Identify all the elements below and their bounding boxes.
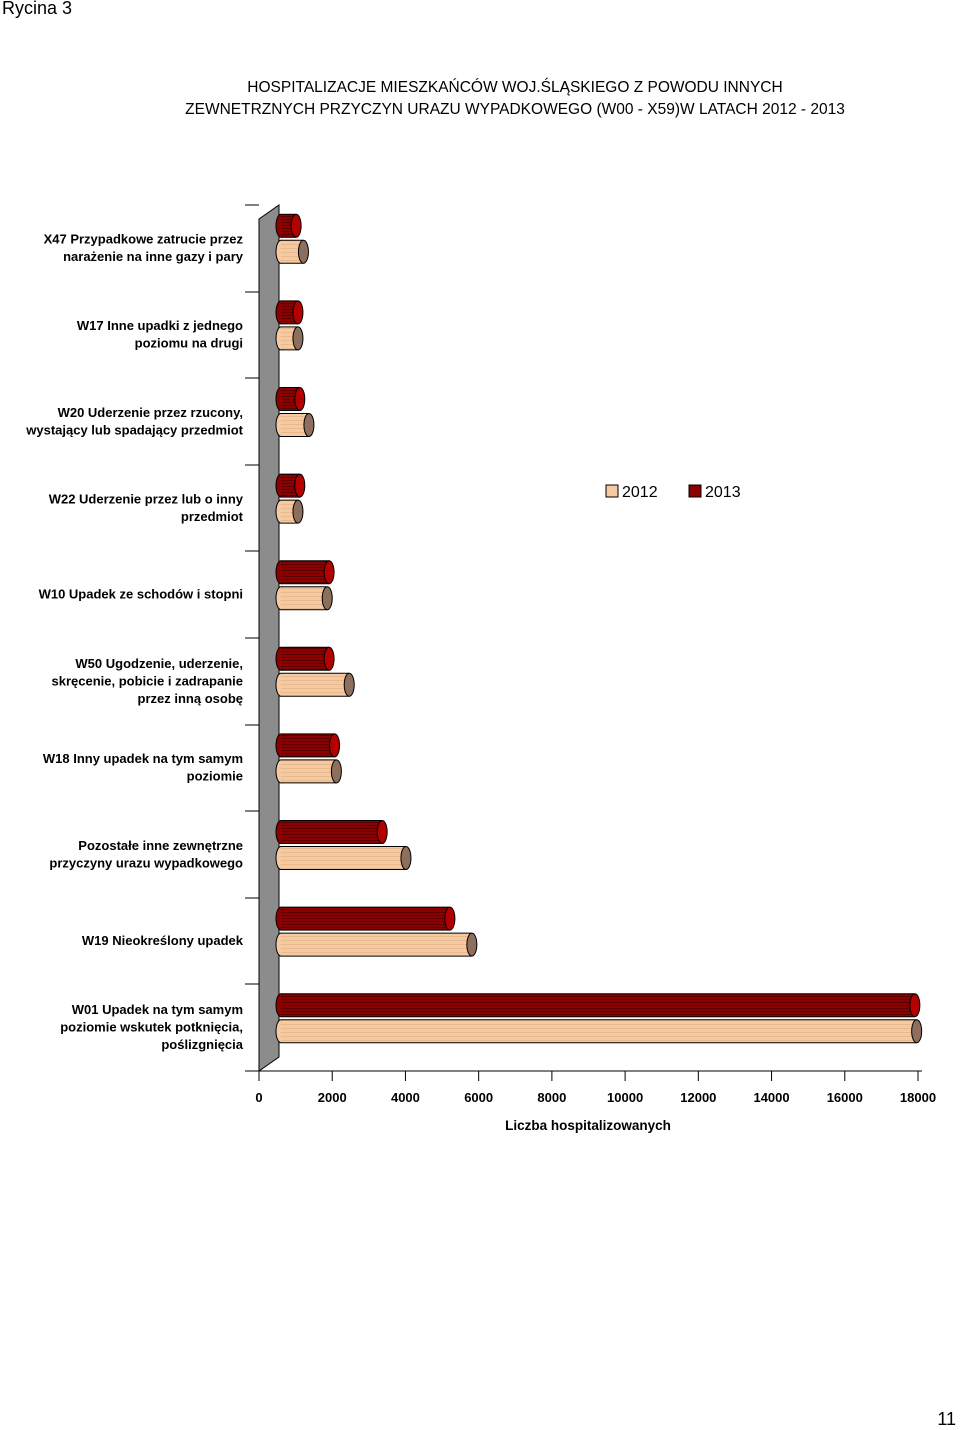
x-tick-label: 10000 <box>607 1090 643 1105</box>
x-axis-title: Liczba hospitalizowanych <box>505 1118 671 1133</box>
bar-2013 <box>275 646 335 671</box>
bar-2013 <box>275 733 341 758</box>
bar-2013 <box>275 387 306 411</box>
bar-2013 <box>275 473 306 498</box>
bar-2013 <box>275 213 302 238</box>
x-tick-label: 18000 <box>900 1090 936 1105</box>
bar-2013 <box>275 820 388 844</box>
bar-2012 <box>275 932 478 957</box>
category-label: W50 Ugodzenie, uderzenie, skręcenie, pobi… <box>52 656 243 706</box>
x-tick-label: 2000 <box>318 1090 347 1105</box>
bar-2013 <box>275 560 335 585</box>
legend-swatch-2012 <box>605 484 619 498</box>
x-tick-label: 8000 <box>537 1090 566 1105</box>
chart-title-line-2: ZEWNETRZNYCH PRZYCZYN URAZU WYPADKOWEGO … <box>185 101 845 118</box>
bar-2012 <box>275 326 304 351</box>
category-label: W10 Upadek ze schodów i stopni <box>39 587 243 602</box>
bar-2013 <box>275 906 456 931</box>
bar-2012 <box>275 413 315 437</box>
bar-2013 <box>275 993 921 1018</box>
x-tick-label: 14000 <box>753 1090 789 1105</box>
bar-2013 <box>275 300 304 325</box>
category-label: W01 Upadek na tym samym poziomie wskutek … <box>60 1002 244 1052</box>
legend-label-2013: 2013 <box>705 484 741 501</box>
x-tick-label: 12000 <box>680 1090 716 1105</box>
page-number: 11 <box>937 1409 956 1429</box>
legend: 2012 2013 <box>605 484 741 501</box>
chart-side-wall <box>258 204 280 1072</box>
chart-title-line-1: HOSPITALIZACJE MIESZKAŃCÓW WOJ.ŚLĄSKIEGO… <box>247 79 783 96</box>
bar-2012 <box>275 239 309 264</box>
legend-swatch-2013 <box>688 484 702 498</box>
category-label: W20 Uderzenie przez rzucony, wystający lu… <box>25 405 243 438</box>
x-tick-label: 0 <box>255 1090 262 1105</box>
category-label: X47 Przypadkowe zatrucie przez narażenie … <box>44 232 244 264</box>
bar-2012 <box>275 586 333 611</box>
bar-2012 <box>275 846 412 870</box>
x-tick-label: 6000 <box>464 1090 493 1105</box>
category-label: W18 Inny upadek na tym samym poziomie <box>43 751 243 784</box>
bar-2012 <box>275 759 342 784</box>
bar-2012 <box>275 499 304 524</box>
bar-2012 <box>275 1019 923 1044</box>
legend-label-2012: 2012 <box>622 484 658 501</box>
category-label: W19 Nieokreślony upadek <box>82 933 244 948</box>
x-tick-label: 4000 <box>391 1090 420 1105</box>
category-label: W17 Inne upadki z jednego poziomu na drug… <box>77 318 243 351</box>
category-label: W22 Uderzenie przez lub o inny przedmiot <box>49 491 244 523</box>
x-tick-label: 16000 <box>827 1090 863 1105</box>
figure-caption: Rycina 3 <box>2 0 73 18</box>
category-label: Pozostałe inne zewnętrzne przyczyny urazu… <box>49 838 243 871</box>
bar-2012 <box>275 672 355 697</box>
